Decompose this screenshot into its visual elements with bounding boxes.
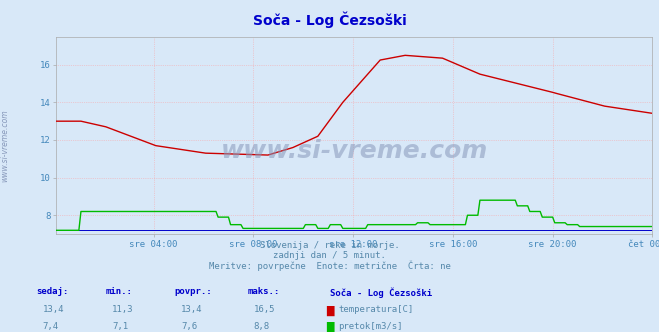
Text: sedaj:: sedaj:	[36, 287, 69, 296]
Text: Soča - Log Čezsoški: Soča - Log Čezsoški	[252, 12, 407, 28]
Text: temperatura[C]: temperatura[C]	[338, 305, 413, 314]
Text: 7,4: 7,4	[43, 322, 59, 331]
Text: 16,5: 16,5	[254, 305, 275, 314]
Text: maks.:: maks.:	[247, 287, 279, 296]
Text: min.:: min.:	[105, 287, 132, 296]
Text: 7,1: 7,1	[112, 322, 128, 331]
Text: pretok[m3/s]: pretok[m3/s]	[338, 322, 403, 331]
Text: Soča - Log Čezsoški: Soča - Log Čezsoški	[330, 287, 432, 298]
Text: Meritve: povrpečne  Enote: metrične  Črta: ne: Meritve: povrpečne Enote: metrične Črta:…	[208, 261, 451, 271]
Text: 8,8: 8,8	[254, 322, 270, 331]
Text: povpr.:: povpr.:	[175, 287, 212, 296]
Text: www.si-vreme.com: www.si-vreme.com	[221, 139, 488, 163]
Text: zadnji dan / 5 minut.: zadnji dan / 5 minut.	[273, 251, 386, 260]
Text: █: █	[326, 322, 333, 332]
Text: Slovenija / reke in morje.: Slovenija / reke in morje.	[260, 241, 399, 250]
Text: 7,6: 7,6	[181, 322, 197, 331]
Text: 13,4: 13,4	[181, 305, 203, 314]
Text: 11,3: 11,3	[112, 305, 134, 314]
Text: www.si-vreme.com: www.si-vreme.com	[1, 110, 10, 182]
Text: █: █	[326, 305, 333, 316]
Text: 13,4: 13,4	[43, 305, 65, 314]
